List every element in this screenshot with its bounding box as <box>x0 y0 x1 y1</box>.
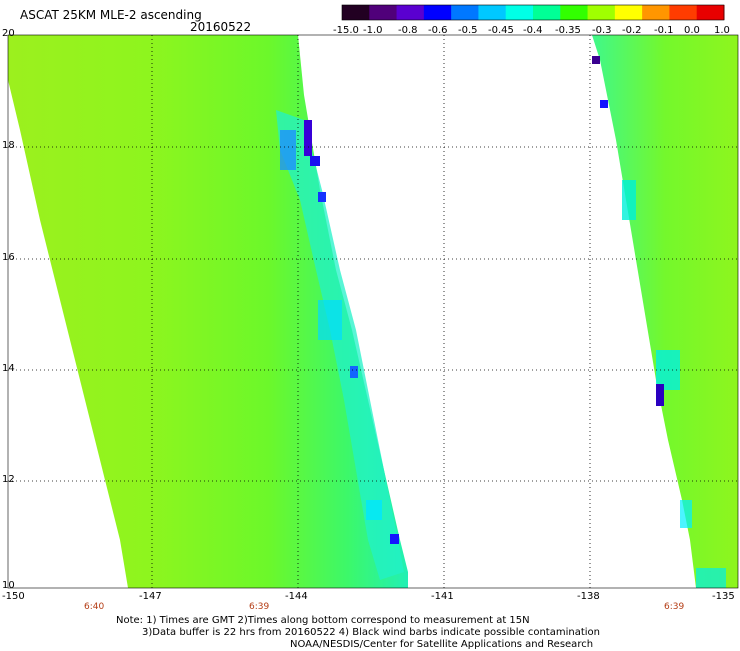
colorbar-label: 1.0 <box>714 25 730 36</box>
lat-label: 16 <box>2 252 15 263</box>
colorbar-swatch <box>478 5 507 20</box>
note-line-3: NOAA/NESDIS/Center for Satellite Applica… <box>290 639 594 650</box>
colorbar-swatch <box>642 5 670 20</box>
colorbar-label: -0.3 <box>592 25 612 36</box>
time-label: 6:39 <box>249 602 270 612</box>
pixel-cyan <box>366 500 382 520</box>
colorbar-swatch <box>369 5 398 20</box>
colorbar-label: -0.1 <box>654 25 674 36</box>
colorbar-label: -0.2 <box>622 25 642 36</box>
colorbar-swatch <box>587 5 616 20</box>
pixel-dark <box>592 56 600 64</box>
colorbar-label: 0.0 <box>684 25 700 36</box>
lat-label: 12 <box>2 474 15 485</box>
pixel-cyan <box>622 180 636 220</box>
colorbar-label: -15.0 <box>333 25 359 36</box>
pixel-dark <box>310 156 320 166</box>
lat-label: 20 <box>2 28 15 39</box>
lat-label: 10 <box>2 580 15 591</box>
lon-label: -138 <box>577 591 600 602</box>
colorbar-label: -0.35 <box>555 25 581 36</box>
colorbar-swatch <box>560 5 589 20</box>
colorbar-label: -0.5 <box>458 25 478 36</box>
lat-label: 14 <box>2 363 15 374</box>
colorbar-swatch <box>669 5 698 20</box>
lon-gridlines <box>151 35 591 588</box>
colorbar-swatch <box>696 5 725 20</box>
lon-label: -141 <box>431 591 454 602</box>
map-title: ASCAT 25KM MLE-2 ascending <box>20 8 202 22</box>
time-label: 6:40 <box>84 602 105 612</box>
pixel-blue <box>600 100 608 108</box>
colorbar-swatch <box>423 5 452 20</box>
pixel-blue <box>280 130 296 170</box>
colorbar-swatch <box>396 5 425 20</box>
colorbar-swatch <box>451 5 479 20</box>
map-frame <box>7 34 739 589</box>
colorbar-label: -0.45 <box>488 25 514 36</box>
swath-right <box>592 35 738 588</box>
pixel-dark <box>656 384 664 406</box>
colorbar-swatch <box>533 5 561 20</box>
colorbar <box>341 4 725 21</box>
pixel-cyan <box>318 300 342 340</box>
pixel-dark <box>304 120 312 156</box>
time-label: 6:39 <box>664 602 685 612</box>
note-line-1: Note: 1) Times are GMT 2)Times along bot… <box>116 615 530 626</box>
colorbar-swatch <box>505 5 534 20</box>
pixel-cyan <box>696 568 726 588</box>
colorbar-swatch <box>342 5 370 20</box>
colorbar-label: -0.6 <box>428 25 448 36</box>
swath-left-edge-band <box>276 110 404 580</box>
lon-label: -150 <box>2 591 25 602</box>
note-line-2: 3)Data buffer is 22 hrs from 20160522 4)… <box>142 627 600 638</box>
map-date: 20160522 <box>190 20 252 34</box>
lon-label: -144 <box>285 591 308 602</box>
pixel-blue <box>318 192 326 202</box>
colorbar-label: -0.8 <box>398 25 418 36</box>
lat-gridlines <box>8 146 738 482</box>
colorbar-frame <box>341 4 725 21</box>
lon-label: -135 <box>712 591 735 602</box>
colorbar-swatch <box>614 5 643 20</box>
pixel-blue <box>350 366 358 378</box>
pixel-blue <box>390 534 399 544</box>
pixel-cyan <box>680 500 692 528</box>
lat-label: 18 <box>2 140 15 151</box>
colorbar-label: -0.4 <box>523 25 543 36</box>
colorbar-label: -1.0 <box>363 25 383 36</box>
lon-label: -147 <box>139 591 162 602</box>
